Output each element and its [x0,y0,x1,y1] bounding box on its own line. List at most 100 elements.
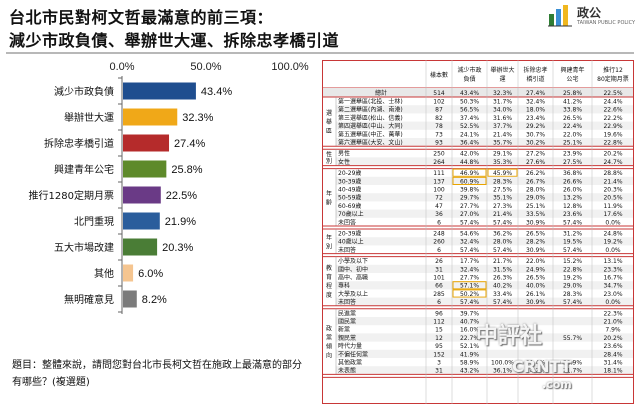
table-cell: 37.7% [493,123,512,130]
row-stripe [336,281,633,290]
table-cell: 22.9% [603,123,622,130]
total-cell: 32.3% [493,90,512,97]
row-label: 第二選舉區(內湖、南港) [338,106,403,114]
table-cell: 22.0% [526,258,545,265]
table-cell: 20.2% [603,335,622,342]
title-divider [6,52,634,54]
table-cell: 30.9% [526,219,545,226]
table-cell: 21.4% [493,131,512,138]
group-label: 齡 [326,198,332,206]
table-cell: 24.4% [603,99,622,106]
table-cell: 29.0% [526,195,545,202]
table-cell: 26.1% [526,291,545,298]
table-cell: 57.1% [460,283,479,290]
title-line-2: 減少市政負債、舉辦世大運、拆除忠孝橋引道 [9,31,340,50]
table-cell: 35.1% [493,195,512,202]
row-stripe [336,317,633,326]
table-cell: 58.9% [563,360,582,367]
table-cell: 152 [433,351,445,358]
table-cell: 26.3% [493,275,512,282]
table-cell: 14.2% [526,368,545,375]
table-cell: 57.4% [493,299,512,306]
table-cell: 25.1% [563,140,582,147]
total-cell: 22.5% [603,90,622,97]
table-cell: 72 [435,195,443,202]
table-cell: 41.9% [460,351,479,358]
row-stripe [336,121,633,130]
bar-chart: 0.0% 50.0% 100.0% 減少市政負債 43.4% 舉辦世大運 32.3% 拆除忠孝… [29,61,309,314]
table-cell: 31.7% [493,99,512,106]
row-stripe [336,349,633,358]
highlight-box [452,176,487,186]
table-cell: 18.1% [603,368,622,375]
group-label: 年 [326,189,332,197]
table-cell: 21.0% [603,319,622,326]
category-label: 減少市政負債 [54,85,114,98]
row-label: 20-29歲 [338,169,361,177]
table-cell: 248 [433,231,445,238]
data-label: 43.4% [201,86,232,98]
table-cell: 28.3% [563,291,582,298]
table-cell: 18.0% [526,107,545,114]
row-label: 國民黨 [338,318,356,326]
table-cell: 29.2% [526,123,545,130]
table-cell: 22.0% [563,131,582,138]
row-stripe [336,297,633,306]
table-cell: 137 [433,178,445,185]
row-label: 未回答 [338,298,356,306]
logo-subtitle: TAIWAN PUBLIC POLICY [577,20,636,26]
row-stripe [336,333,633,342]
table-cell: 112 [433,319,445,326]
group-label: 度 [326,291,332,299]
table-cell: 28.0% [526,187,545,194]
row-label: 男性 [338,150,350,158]
row-stripe [336,105,633,114]
table-cell: 24.7% [603,159,622,166]
table-cell: 19.6% [603,131,622,138]
table-cell: 22.8% [563,266,582,273]
table-cell: 100 [433,187,445,194]
table-cell: 36.2% [493,231,512,238]
table-cell: 260 [433,239,445,246]
table-cell: 16.0% [460,327,479,334]
column-header: 舉辦世大 [490,66,514,74]
row-stripe [336,176,633,185]
table-cell: 23.9% [563,151,582,158]
table-cell: 20.3% [603,187,622,194]
table-cell: 102 [433,99,445,106]
row-stripe [336,138,633,147]
table-cell: 20.2% [603,151,622,158]
highlight-box [452,168,487,177]
bar [123,134,170,152]
row-stripe [336,209,633,218]
group-label: 別 [326,157,332,165]
table-cell: 12.8% [563,203,582,210]
table-cell: 34.0% [493,107,512,114]
table-cell: 47 [435,203,443,210]
table-cell: 23.6% [563,211,582,218]
table-cell: 57.4% [493,247,512,254]
watermark-line-3: .com [542,378,572,391]
table-cell: 55.7% [563,335,582,342]
row-label: 新黨 [338,326,350,334]
logo-name: 政公 [577,6,602,20]
category-label: 無明確意見 [64,293,114,306]
table-cell: 36.1% [493,368,512,375]
table-cell: 82 [435,115,443,122]
table-cell: 25.1% [526,203,545,210]
table-cell: 87 [435,107,443,114]
row-label: 未回答 [338,246,356,254]
table-frame [322,60,634,404]
bar [123,108,178,126]
group-label: 黨 [326,334,332,342]
table-cell: 30.9% [526,247,545,254]
table-cell: 101 [433,275,445,282]
table-cell: 22.8% [603,140,622,147]
table-cell: 20.5% [603,195,622,202]
table-cell: 21.7% [493,258,512,265]
bar [123,238,158,256]
table-cell: 57.4% [460,299,479,306]
group-label: 政 [326,325,332,333]
table-cell: 46.9% [460,170,479,177]
total-cell: 43.4% [460,90,479,97]
